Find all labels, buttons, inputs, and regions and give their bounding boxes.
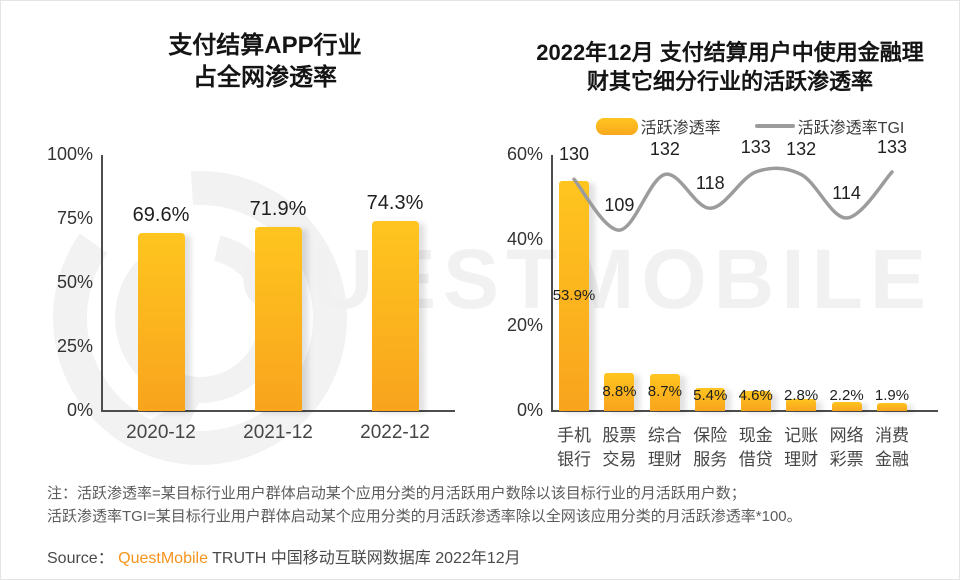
footnote-line2: 活跃渗透率TGI=某目标行业用户群体启动某个应用分类的月活跃渗透率除以全网该应用…: [47, 508, 802, 525]
left-bar: [137, 232, 185, 411]
left-chart-title-line2: 占全网渗透率: [193, 63, 337, 91]
right-x-category-label: 现金 借贷: [738, 426, 773, 469]
right-y-tick-label: 0%: [516, 400, 543, 420]
right-x-axis-line: [551, 410, 938, 412]
right-y-axis-line: [551, 155, 553, 411]
source-suffix: TRUTH 中国移动互联网数据库 2022年12月: [207, 550, 521, 567]
right-bar-value-label: 8.7%: [647, 383, 682, 401]
left-y-axis-line: [101, 155, 103, 411]
tgi-value-label: 114: [832, 182, 861, 203]
right-y-tick-label: 60%: [506, 144, 543, 164]
right-bar: [831, 401, 862, 411]
left-bar-value-label: 69.6%: [132, 203, 190, 226]
tgi-value-label: 133: [876, 137, 908, 157]
right-bar: [695, 387, 726, 411]
right-bar-value-label: 5.4%: [693, 387, 728, 404]
source-brand: QuestMobile: [118, 550, 208, 567]
right-x-category-label: 股票 交易: [602, 426, 637, 469]
right-chart-legend: 活跃渗透率 活跃渗透率TGI: [540, 114, 960, 138]
left-x-category-label: 2022-12: [360, 422, 430, 443]
tgi-value-label: 130: [558, 144, 590, 165]
left-bar-value-label: 71.9%: [249, 197, 307, 220]
right-chart-title-line1: 2022年12月 支付结算用户中使用金融理: [536, 40, 924, 65]
bar-swatch-icon: [595, 117, 638, 135]
right-y-tick-label: 20%: [506, 314, 543, 335]
left-x-category-label: 2021-12: [243, 422, 313, 443]
source-prefix: Source：: [47, 550, 119, 567]
right-bar-value-label: 2.8%: [784, 387, 819, 404]
right-bar: [604, 373, 635, 411]
left-y-tick-label: 75%: [56, 208, 93, 228]
right-x-category-label: 保险 服务: [693, 426, 728, 469]
right-bar: [649, 373, 680, 411]
right-bar-value-label: 4.6%: [738, 387, 773, 404]
right-x-category-label: 网络 彩票: [829, 426, 864, 469]
source-line: Source： QuestMobile TRUTH 中国移动互联网数据库 202…: [47, 544, 521, 568]
legend-label-bar: 活跃渗透率: [640, 120, 721, 137]
tgi-value-label: 118: [695, 173, 725, 194]
tgi-value-label: 132: [649, 139, 680, 160]
left-chart-title-line1: 支付结算APP行业: [168, 32, 362, 59]
right-bar: [786, 399, 817, 411]
right-bar: [877, 402, 907, 411]
right-x-category-label: 手机 银行: [557, 426, 591, 469]
right-x-category-label: 综合 理财: [647, 426, 682, 469]
legend-item-line: 活跃渗透率TGI: [754, 114, 905, 138]
right-bar-value-label: 53.9%: [552, 287, 596, 304]
right-bar-value-label: 8.8%: [602, 383, 637, 401]
left-y-tick-label: 100%: [46, 144, 93, 164]
right-x-category-label: 消费 金融: [875, 426, 909, 469]
right-y-tick-label: 40%: [506, 229, 543, 250]
left-x-category-label: 2020-12: [126, 422, 196, 443]
left-y-tick-label: 0%: [66, 400, 93, 420]
left-bar-value-label: 74.3%: [366, 191, 424, 214]
tgi-value-label: 109: [604, 195, 635, 216]
right-bar-value-label: 1.9%: [874, 387, 910, 404]
footnotes: 注：活跃渗透率=某目标行业用户群体启动某个应用分类的月活跃用户数除以该目标行业的…: [47, 482, 927, 528]
tgi-value-label: 133: [740, 137, 771, 157]
right-chart-title: 2022年12月 支付结算用户中使用金融理 财其它细分行业的活跃渗透率: [500, 38, 960, 96]
right-chart-title-line2: 财其它细分行业的活跃渗透率: [586, 69, 873, 95]
legend-item-bar: 活跃渗透率: [595, 114, 721, 138]
legend-label-line: 活跃渗透率TGI: [797, 120, 905, 137]
left-bar: [254, 226, 302, 411]
left-y-tick-label: 25%: [56, 336, 93, 356]
right-bar-value-label: 2.2%: [829, 387, 864, 404]
line-swatch-icon: [754, 124, 795, 128]
left-bar: [371, 220, 419, 411]
right-x-category-label: 记账 理财: [784, 426, 819, 469]
right-bar: [740, 391, 771, 411]
left-chart-title: 支付结算APP行业 占全网渗透率: [60, 30, 470, 93]
left-y-tick-label: 50%: [56, 272, 93, 292]
tgi-value-label: 132: [786, 139, 817, 160]
footnote-line1: 注：活跃渗透率=某目标行业用户群体启动某个应用分类的月活跃用户数除以该目标行业的…: [47, 485, 746, 502]
